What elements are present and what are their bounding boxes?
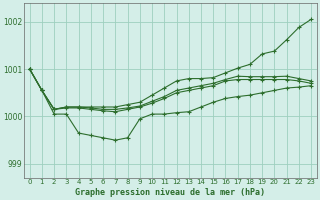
X-axis label: Graphe pression niveau de la mer (hPa): Graphe pression niveau de la mer (hPa): [76, 188, 265, 197]
